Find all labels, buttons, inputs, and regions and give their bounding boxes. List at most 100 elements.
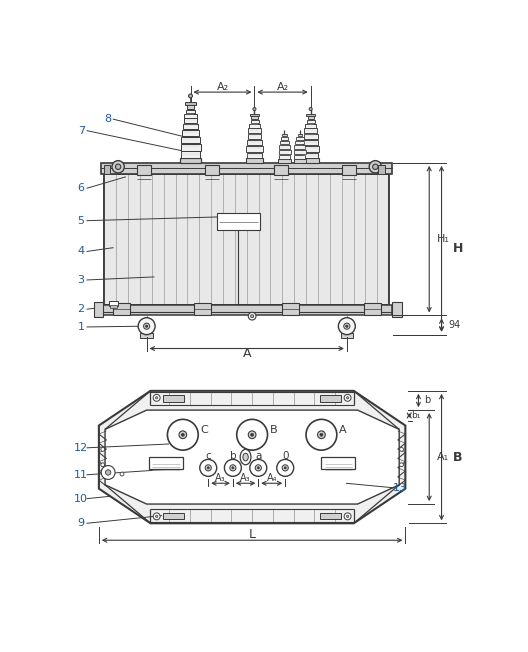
Bar: [341, 333, 353, 338]
Text: B: B: [453, 451, 463, 464]
Bar: [181, 151, 200, 158]
Bar: [248, 134, 261, 139]
Text: A₃: A₃: [240, 473, 251, 483]
Circle shape: [344, 394, 351, 401]
Circle shape: [224, 460, 241, 477]
Circle shape: [230, 465, 236, 471]
Bar: [149, 457, 183, 469]
Bar: [249, 124, 260, 128]
Bar: [182, 130, 199, 136]
Circle shape: [251, 433, 253, 436]
Bar: [307, 120, 315, 123]
Circle shape: [346, 515, 349, 518]
Ellipse shape: [240, 449, 251, 465]
Bar: [295, 145, 305, 149]
Bar: [280, 141, 289, 145]
Circle shape: [106, 470, 111, 475]
Bar: [93, 301, 103, 317]
Bar: [183, 124, 198, 129]
Text: 10: 10: [74, 494, 88, 503]
Circle shape: [284, 467, 286, 469]
Bar: [294, 159, 306, 163]
Bar: [279, 145, 290, 149]
Text: a: a: [255, 451, 261, 460]
Bar: [279, 150, 290, 155]
Text: 7: 7: [78, 126, 84, 136]
Bar: [194, 303, 211, 316]
Bar: [295, 141, 305, 145]
Text: c: c: [205, 451, 211, 460]
Text: 2: 2: [78, 304, 84, 314]
Bar: [184, 118, 197, 123]
Circle shape: [251, 315, 253, 318]
Bar: [110, 304, 117, 308]
Circle shape: [179, 431, 187, 439]
Text: B: B: [270, 425, 277, 435]
Circle shape: [116, 164, 121, 170]
Text: 11: 11: [74, 470, 88, 480]
Circle shape: [188, 94, 192, 98]
Bar: [247, 140, 262, 145]
Text: 6: 6: [78, 183, 84, 194]
Polygon shape: [105, 410, 399, 504]
Circle shape: [237, 419, 268, 450]
Bar: [101, 305, 392, 316]
Bar: [181, 143, 201, 151]
Circle shape: [200, 460, 216, 477]
Bar: [282, 303, 299, 316]
Text: 8: 8: [104, 114, 111, 124]
Bar: [379, 165, 384, 175]
Text: 3: 3: [78, 275, 84, 285]
Circle shape: [309, 108, 312, 111]
Text: A₁: A₁: [437, 452, 449, 462]
Text: 5: 5: [78, 216, 84, 226]
Text: A: A: [242, 348, 251, 361]
Bar: [105, 165, 110, 175]
Text: L: L: [249, 528, 256, 541]
Circle shape: [138, 318, 155, 334]
Circle shape: [346, 396, 349, 399]
Circle shape: [101, 447, 105, 451]
Bar: [282, 134, 287, 136]
Bar: [113, 303, 130, 316]
Text: b: b: [230, 451, 236, 460]
Bar: [109, 301, 118, 306]
Text: A₃: A₃: [215, 473, 226, 483]
Circle shape: [277, 460, 294, 477]
Bar: [180, 158, 201, 163]
Circle shape: [146, 325, 148, 327]
Text: A₂: A₂: [277, 83, 289, 93]
Circle shape: [257, 467, 259, 469]
Circle shape: [344, 323, 350, 329]
Bar: [305, 128, 317, 133]
Circle shape: [155, 515, 158, 518]
Bar: [184, 113, 196, 117]
Circle shape: [306, 419, 337, 450]
Bar: [279, 155, 290, 159]
Text: A₄: A₄: [267, 473, 277, 483]
Bar: [306, 113, 315, 116]
Bar: [185, 102, 196, 105]
Bar: [302, 158, 319, 163]
Bar: [392, 301, 401, 317]
Circle shape: [400, 463, 403, 467]
Bar: [295, 155, 305, 159]
Bar: [320, 512, 342, 519]
Circle shape: [181, 433, 184, 436]
Circle shape: [205, 465, 211, 471]
Bar: [280, 137, 288, 140]
Bar: [186, 110, 195, 113]
Ellipse shape: [243, 453, 248, 461]
Bar: [251, 120, 259, 123]
Text: 12: 12: [74, 443, 88, 453]
Bar: [295, 150, 306, 155]
Bar: [303, 153, 318, 158]
Text: 94: 94: [448, 320, 461, 330]
Polygon shape: [99, 391, 406, 524]
Circle shape: [153, 394, 160, 401]
Bar: [246, 158, 263, 163]
Bar: [302, 146, 319, 152]
Text: H: H: [453, 243, 464, 256]
Circle shape: [167, 419, 198, 450]
Circle shape: [112, 160, 124, 173]
